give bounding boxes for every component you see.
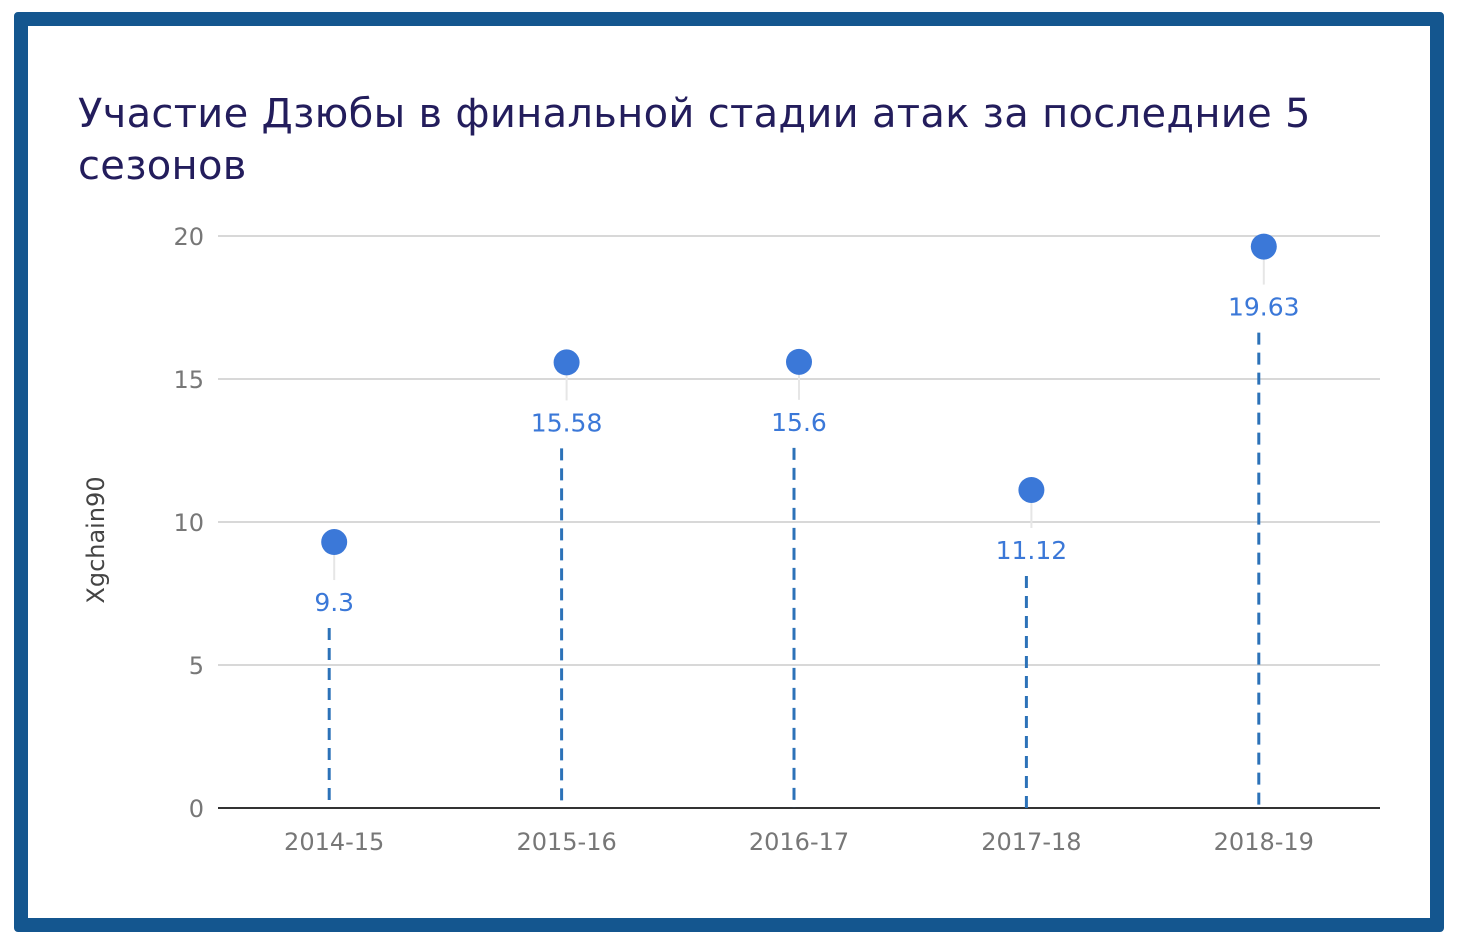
y-tick-label: 20 — [173, 223, 204, 251]
y-tick-label: 0 — [189, 795, 204, 823]
dot — [786, 348, 812, 375]
data-label: 15.58 — [531, 408, 603, 437]
chart-title: Участие Дзюбы в финальной стадии атак за… — [78, 91, 1311, 189]
y-tick-label: 15 — [173, 366, 204, 394]
data-label: 9.3 — [314, 588, 354, 617]
dot — [1250, 233, 1277, 260]
data-label: 15.6 — [771, 408, 827, 437]
x-tick-label: 2015-16 — [516, 828, 616, 856]
x-tick-label: 2017-18 — [981, 828, 1081, 856]
y-axis-title: Xgchain90 — [82, 476, 110, 603]
dot — [1018, 476, 1045, 503]
x-tick-label: 2018-19 — [1214, 828, 1314, 856]
x-tick-label: 2016-17 — [749, 828, 849, 856]
y-tick-label: 10 — [173, 509, 204, 537]
x-tick-label: 2014-15 — [284, 828, 384, 856]
dot — [553, 349, 580, 376]
dot — [321, 529, 348, 556]
data-label: 19.63 — [1228, 293, 1300, 322]
data-label: 11.12 — [996, 536, 1068, 565]
y-tick-label: 5 — [189, 652, 204, 680]
frame — [14, 12, 1444, 932]
